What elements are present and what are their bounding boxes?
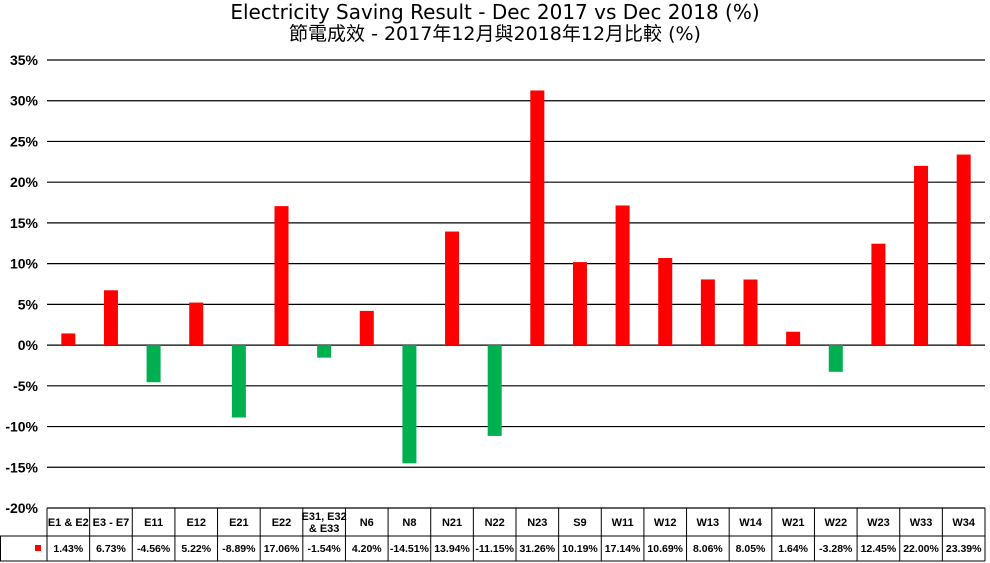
y-tick-label: 35% xyxy=(10,52,39,68)
value-label: 10.69% xyxy=(647,543,683,555)
bar xyxy=(786,331,801,346)
value-label: -14.51% xyxy=(390,543,430,555)
category-label: W33 xyxy=(910,517,933,529)
value-label: 22.00% xyxy=(903,543,939,555)
bar xyxy=(274,206,289,346)
value-label: 17.14% xyxy=(605,543,641,555)
category-label: E31, E32 xyxy=(302,511,347,523)
value-label: 8.05% xyxy=(736,543,766,555)
value-label: -4.56% xyxy=(137,543,171,555)
category-label: W22 xyxy=(824,517,847,529)
y-tick-label: -15% xyxy=(5,459,38,475)
category-label: W12 xyxy=(654,517,677,529)
value-label: 12.45% xyxy=(861,543,897,555)
category-label: W23 xyxy=(867,517,890,529)
category-label: W21 xyxy=(782,517,805,529)
value-label: -8.89% xyxy=(222,543,256,555)
category-label: W13 xyxy=(697,517,720,529)
bar xyxy=(700,279,715,346)
value-label: 13.94% xyxy=(434,543,470,555)
value-label: 4.20% xyxy=(352,543,382,555)
bar xyxy=(61,333,76,346)
value-label: 23.39% xyxy=(946,543,982,555)
category-label: N6 xyxy=(360,517,374,529)
category-label: W14 xyxy=(739,517,763,529)
bar xyxy=(615,205,630,346)
value-label: 31.26% xyxy=(520,543,556,555)
category-label: E22 xyxy=(272,517,292,529)
bar xyxy=(359,310,374,346)
y-tick-label: 25% xyxy=(10,133,39,149)
category-label: E21 xyxy=(229,517,249,529)
bar xyxy=(317,345,332,358)
data-table: E1 & E2 1.43% E3 - E7 6.73% E11 -4.56% E12 5.22… xyxy=(0,508,986,562)
chart-subtitle: 節電成效 - 2017年12月與2018年12月比較 (%) xyxy=(289,23,701,45)
value-label: 10.19% xyxy=(562,543,598,555)
y-tick-label: 15% xyxy=(10,215,39,231)
bar xyxy=(743,279,758,346)
value-label: -11.15% xyxy=(475,543,514,555)
category-label: E3 - E7 xyxy=(93,517,130,529)
bar xyxy=(402,345,417,464)
category-label: N22 xyxy=(485,517,505,529)
y-tick-label: 0% xyxy=(18,337,39,353)
category-label: E11 xyxy=(144,517,163,529)
value-label: 5.22% xyxy=(181,543,211,555)
category-label: W11 xyxy=(612,517,634,529)
value-label: 8.06% xyxy=(693,543,723,555)
value-label: 1.43% xyxy=(53,543,83,555)
value-label: 17.06% xyxy=(264,543,300,555)
legend-marker xyxy=(35,545,41,551)
bar xyxy=(914,165,929,346)
chart-title: Electricity Saving Result - Dec 2017 vs … xyxy=(230,0,760,24)
value-label: 6.73% xyxy=(96,543,126,555)
category-label: N23 xyxy=(527,517,547,529)
bar xyxy=(828,345,843,372)
y-tick-label: 10% xyxy=(10,256,39,272)
bar xyxy=(103,290,118,346)
bar xyxy=(146,345,161,383)
value-label: -1.54% xyxy=(307,543,341,555)
y-tick-label: -5% xyxy=(13,378,38,394)
bar xyxy=(572,262,587,346)
y-tick-label: 30% xyxy=(10,93,39,109)
bar xyxy=(189,302,204,346)
category-label: E1 & E2 xyxy=(48,517,89,529)
y-tick-label: 5% xyxy=(18,296,39,312)
category-label: & E33 xyxy=(309,523,340,535)
value-label: -3.28% xyxy=(819,543,853,555)
bar xyxy=(487,345,502,436)
y-axis-ticks: 35% 30% 25% 20% 15% 10% 5% 0% -5% -10% -15% -20% xyxy=(5,52,38,516)
y-tick-label: 20% xyxy=(10,174,39,190)
bars xyxy=(61,90,971,464)
bar xyxy=(445,231,460,346)
bar xyxy=(530,90,545,346)
y-tick-label: -20% xyxy=(5,500,38,516)
value-label: 1.64% xyxy=(778,543,808,555)
category-label: S9 xyxy=(573,517,586,529)
bar xyxy=(956,154,971,346)
category-label: N21 xyxy=(442,517,462,529)
category-label: E12 xyxy=(186,517,206,529)
category-label: W34 xyxy=(952,517,976,529)
y-tick-label: -10% xyxy=(5,419,38,435)
bar xyxy=(231,345,246,418)
bar xyxy=(658,258,673,346)
category-label: N8 xyxy=(402,517,416,529)
gridlines xyxy=(47,59,985,509)
bar xyxy=(871,243,886,346)
